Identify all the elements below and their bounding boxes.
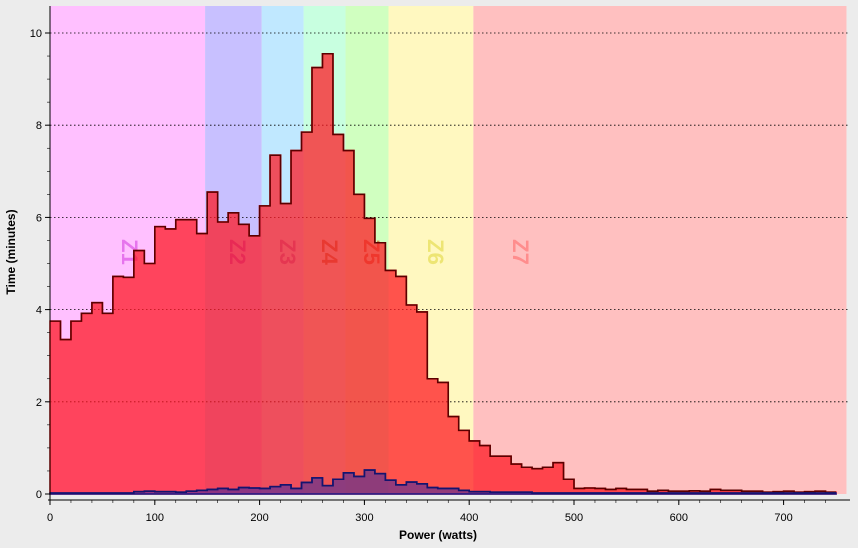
- y-tick-label: 0: [36, 489, 42, 501]
- x-tick-label: 700: [774, 512, 792, 524]
- y-axis-title: Time (minutes): [4, 209, 18, 294]
- y-tick-label: 6: [36, 212, 42, 224]
- series-line-0: [50, 52, 836, 493]
- x-tick-label: 300: [355, 512, 373, 524]
- zone-band-z7: [473, 6, 847, 494]
- x-axis-title: Power (watts): [399, 528, 477, 542]
- x-tick-label: 400: [460, 512, 478, 524]
- series-areas: [49, 52, 837, 495]
- y-tick-label: 8: [36, 120, 42, 132]
- x-tick-label: 100: [146, 512, 164, 524]
- zone-label-z7: Z7: [508, 239, 533, 265]
- y-tick-label: 10: [30, 28, 42, 40]
- x-tick-label: 600: [670, 512, 688, 524]
- x-tick-label: 500: [565, 512, 583, 524]
- zone-label-z6: Z6: [423, 239, 448, 265]
- y-tick-label: 2: [36, 397, 42, 409]
- series-line-1: [50, 469, 836, 494]
- x-tick-label: 200: [250, 512, 268, 524]
- y-tick-label: 4: [36, 305, 42, 317]
- x-tick-label: 0: [47, 512, 53, 524]
